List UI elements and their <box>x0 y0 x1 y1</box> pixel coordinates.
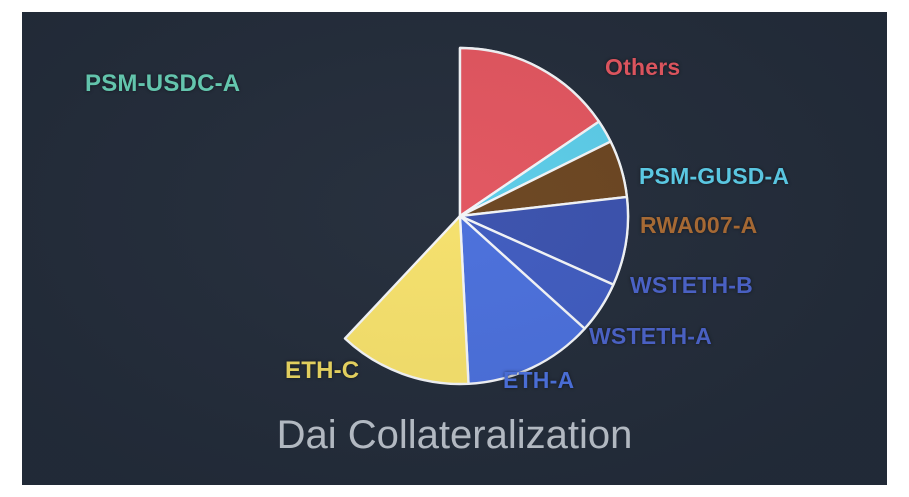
chart-title: Dai Collateralization <box>276 413 633 457</box>
slice-label-eth-a: ETH-A <box>503 367 575 393</box>
pie-slice-eth-a[interactable] <box>458 214 586 385</box>
slice-label-wsteth-a: WSTETH-A <box>589 323 712 349</box>
slice-label-wsteth-b: WSTETH-B <box>630 272 753 298</box>
chart-panel: PSM-USDC-A Others PSM-GUSD-A RWA007-A WS… <box>22 12 887 485</box>
slice-label-rwa007-a: RWA007-A <box>640 212 758 238</box>
pie-slice-eth-c[interactable] <box>343 214 470 386</box>
pie-slice-group <box>343 46 630 386</box>
pie-slice-others[interactable] <box>458 46 601 218</box>
slice-label-psm-usdc-a: PSM-USDC-A <box>85 70 241 97</box>
slice-label-psm-gusd-a: PSM-GUSD-A <box>639 163 790 189</box>
pie-chart-svg[interactable] <box>22 12 887 485</box>
pie-slice-wsteth-b[interactable] <box>458 195 630 286</box>
slice-label-others: Others <box>605 54 681 80</box>
slice-label-eth-c: ETH-C <box>285 357 360 384</box>
